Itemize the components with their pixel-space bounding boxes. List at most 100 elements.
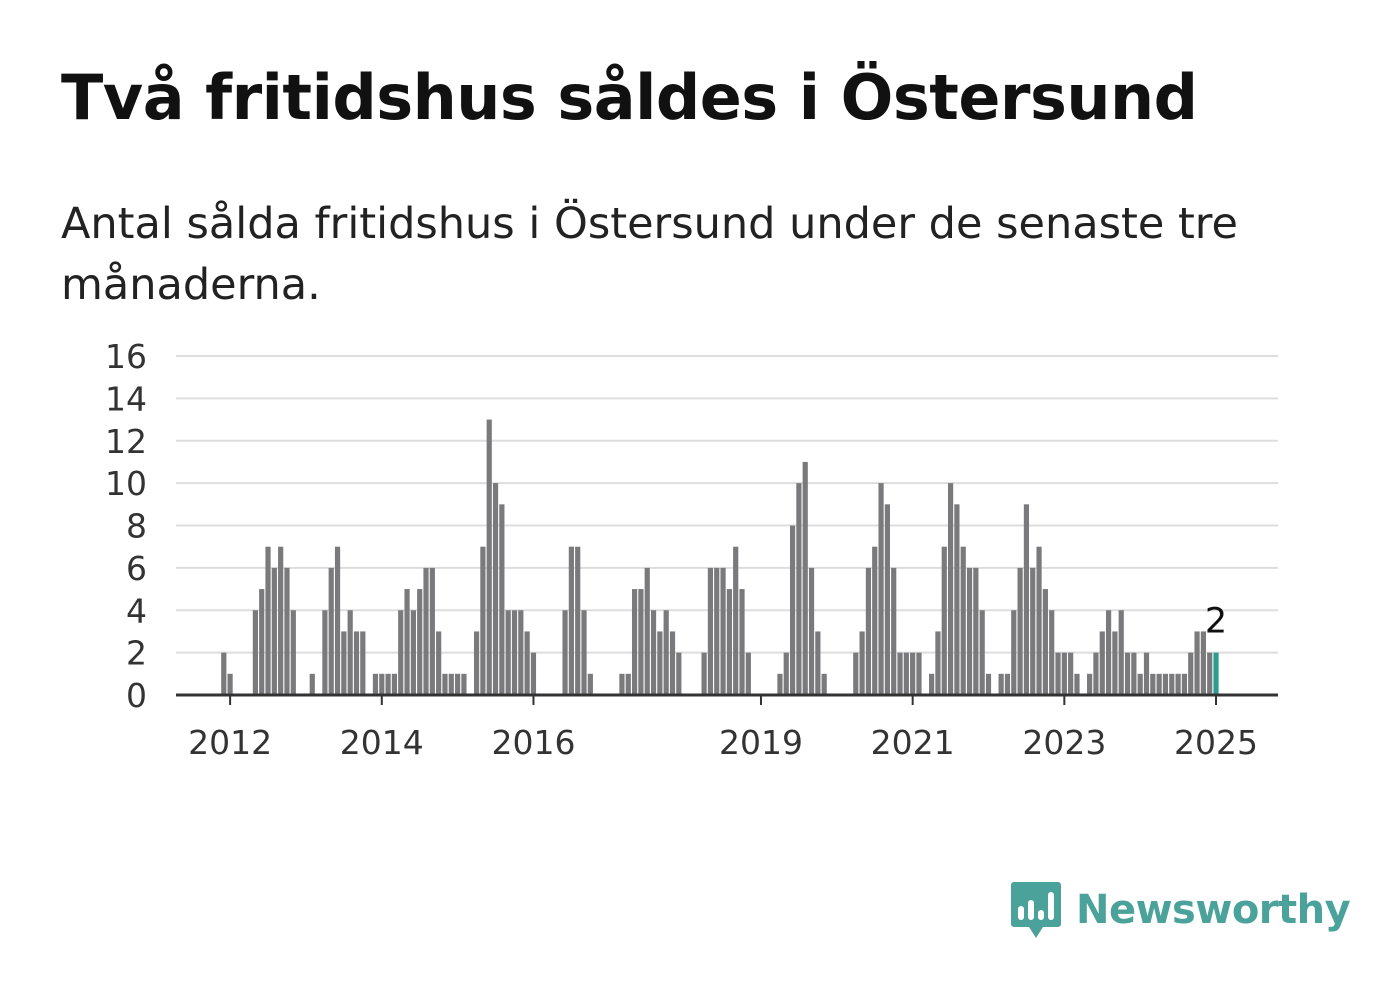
bar [884, 504, 890, 695]
bar [1017, 567, 1023, 695]
bar [1099, 631, 1105, 695]
y-tick-label: 2 [126, 634, 147, 673]
bars [221, 419, 1219, 695]
bar-labels: 2 [1205, 602, 1227, 642]
bar [1200, 631, 1206, 695]
bar [1004, 673, 1011, 695]
bar [1093, 652, 1099, 695]
bar [669, 631, 676, 695]
bar [878, 483, 884, 695]
bar [1207, 652, 1213, 695]
bar [853, 652, 859, 695]
bar [815, 631, 821, 695]
bar [379, 673, 385, 695]
bar-highlight [1213, 652, 1219, 695]
bar [524, 631, 530, 695]
x-tick-label: 2023 [1022, 723, 1106, 762]
bar-chart-speech-bubble-icon [1011, 882, 1061, 938]
bar [290, 610, 296, 695]
bar [935, 631, 941, 695]
bar [1143, 652, 1150, 695]
chart-title: Två fritidshus såldes i Östersund [61, 61, 1198, 134]
bar [328, 567, 334, 695]
y-tick-label: 6 [126, 549, 147, 588]
bar [745, 652, 751, 695]
bar [252, 610, 258, 695]
bar [221, 652, 227, 695]
bar [334, 546, 341, 695]
x-tick-label: 2016 [491, 723, 575, 762]
bar [985, 673, 992, 695]
x-tick-label: 2012 [188, 723, 272, 762]
bar [631, 589, 638, 695]
bar [777, 673, 783, 695]
newsworthy-logo: Newsworthy [1010, 878, 1351, 942]
bar [979, 610, 985, 695]
bar [865, 567, 872, 695]
bar [796, 483, 802, 695]
x-tick-label: 2025 [1174, 723, 1258, 762]
bar [1023, 504, 1030, 695]
bar [1042, 589, 1048, 695]
y-tick-label: 14 [105, 379, 147, 418]
bar [1068, 652, 1074, 695]
bar [644, 567, 650, 695]
bar [1049, 610, 1055, 695]
x-tick-label: 2014 [340, 723, 424, 762]
bar [1074, 673, 1080, 695]
bar [581, 610, 587, 695]
bar [1055, 652, 1061, 695]
bar [714, 567, 720, 695]
bar [562, 610, 568, 695]
bar [587, 673, 593, 695]
bar [1169, 673, 1175, 695]
bar [701, 652, 707, 695]
bar [1194, 631, 1200, 695]
bar [278, 546, 284, 695]
bar [442, 673, 448, 695]
bar [859, 631, 865, 695]
bar [638, 589, 644, 695]
bar [530, 652, 537, 695]
y-tick-label: 10 [105, 464, 147, 503]
bar [720, 567, 726, 695]
bar [1087, 673, 1093, 695]
bar [417, 589, 423, 695]
bar [1105, 610, 1112, 695]
bar [650, 610, 657, 695]
bar [480, 546, 486, 695]
bar [903, 652, 909, 695]
bar [619, 673, 625, 695]
bar [733, 546, 739, 695]
bar [1061, 652, 1067, 695]
bar [322, 610, 328, 695]
bar [789, 525, 796, 695]
bar [511, 610, 518, 695]
bar [973, 567, 979, 695]
bar [429, 567, 435, 695]
bar [1036, 546, 1042, 695]
bar [473, 631, 480, 695]
bar [1181, 673, 1188, 695]
bar [505, 610, 511, 695]
bar [1188, 652, 1194, 695]
bar-value-label: 2 [1205, 602, 1227, 642]
bar [423, 567, 429, 695]
bar [568, 546, 574, 695]
bar [960, 546, 966, 695]
bar [707, 567, 714, 695]
bar [676, 652, 682, 695]
bar [663, 610, 669, 695]
bar [872, 546, 878, 695]
y-tick-label: 8 [126, 507, 147, 546]
bar [897, 652, 903, 695]
bar [966, 567, 973, 695]
bar [808, 567, 815, 695]
y-tick-label: 12 [105, 422, 147, 461]
bar [916, 652, 922, 695]
bar [941, 546, 947, 695]
bar [891, 567, 897, 695]
bar [227, 673, 233, 695]
